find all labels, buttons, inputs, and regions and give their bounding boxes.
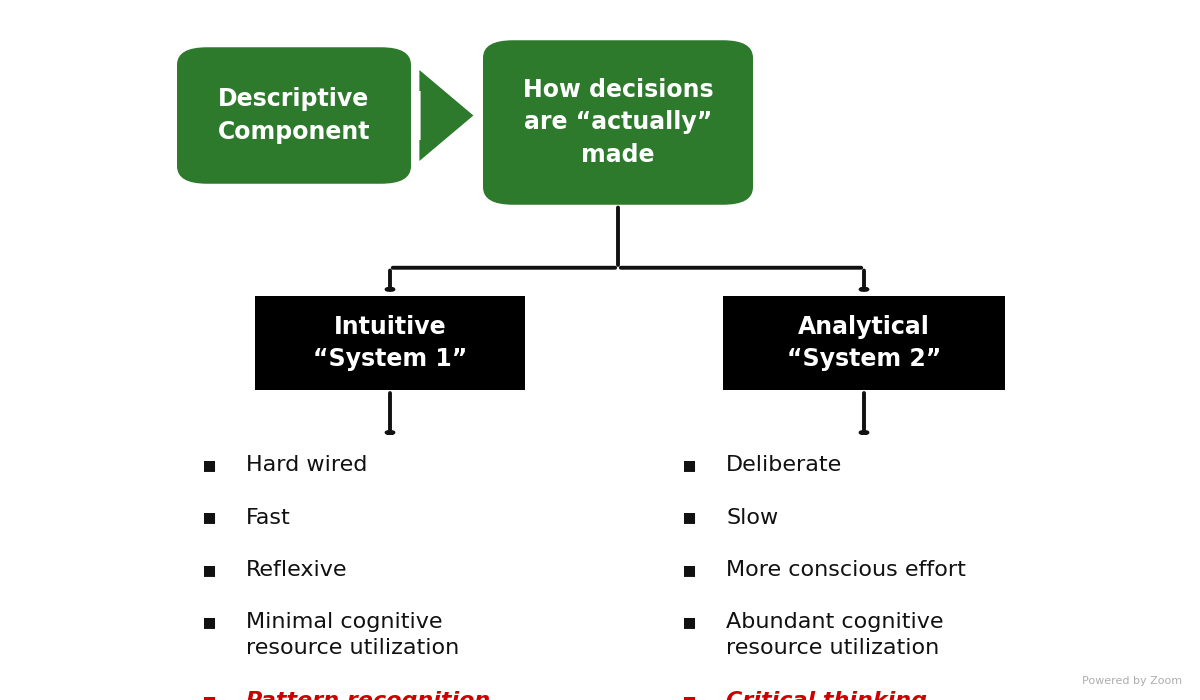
Text: ▪: ▪ [683,612,697,633]
Text: Intuitive
“System 1”: Intuitive “System 1” [313,315,467,371]
Text: Critical thinking: Critical thinking [726,691,928,700]
Text: ▪: ▪ [203,560,217,580]
Text: Minimal cognitive
resource utilization: Minimal cognitive resource utilization [246,612,460,658]
Text: ▪: ▪ [203,455,217,475]
Text: Pattern recognition: Pattern recognition [246,691,491,700]
Text: ▪: ▪ [203,612,217,633]
Text: Descriptive
Component: Descriptive Component [217,88,371,144]
Text: Slow: Slow [726,508,779,528]
Text: ▪: ▪ [683,508,697,528]
Text: ▪: ▪ [683,455,697,475]
Text: Powered by Zoom: Powered by Zoom [1082,676,1182,686]
Text: How decisions
are “actually”
made: How decisions are “actually” made [523,78,713,167]
Text: More conscious effort: More conscious effort [726,560,966,580]
Text: ▪: ▪ [203,508,217,528]
Text: Reflexive: Reflexive [246,560,348,580]
Text: Hard wired: Hard wired [246,455,367,475]
Bar [722,295,1006,391]
Text: ▪: ▪ [683,691,697,700]
Text: ▪: ▪ [683,560,697,580]
Text: ▪: ▪ [203,691,217,700]
Polygon shape [420,70,474,161]
FancyBboxPatch shape [484,40,754,204]
FancyBboxPatch shape [178,48,412,183]
Text: Abundant cognitive
resource utilization: Abundant cognitive resource utilization [726,612,943,658]
Bar [256,295,526,391]
Text: Deliberate: Deliberate [726,455,842,475]
Text: Analytical
“System 2”: Analytical “System 2” [787,315,941,371]
Text: Fast: Fast [246,508,290,528]
